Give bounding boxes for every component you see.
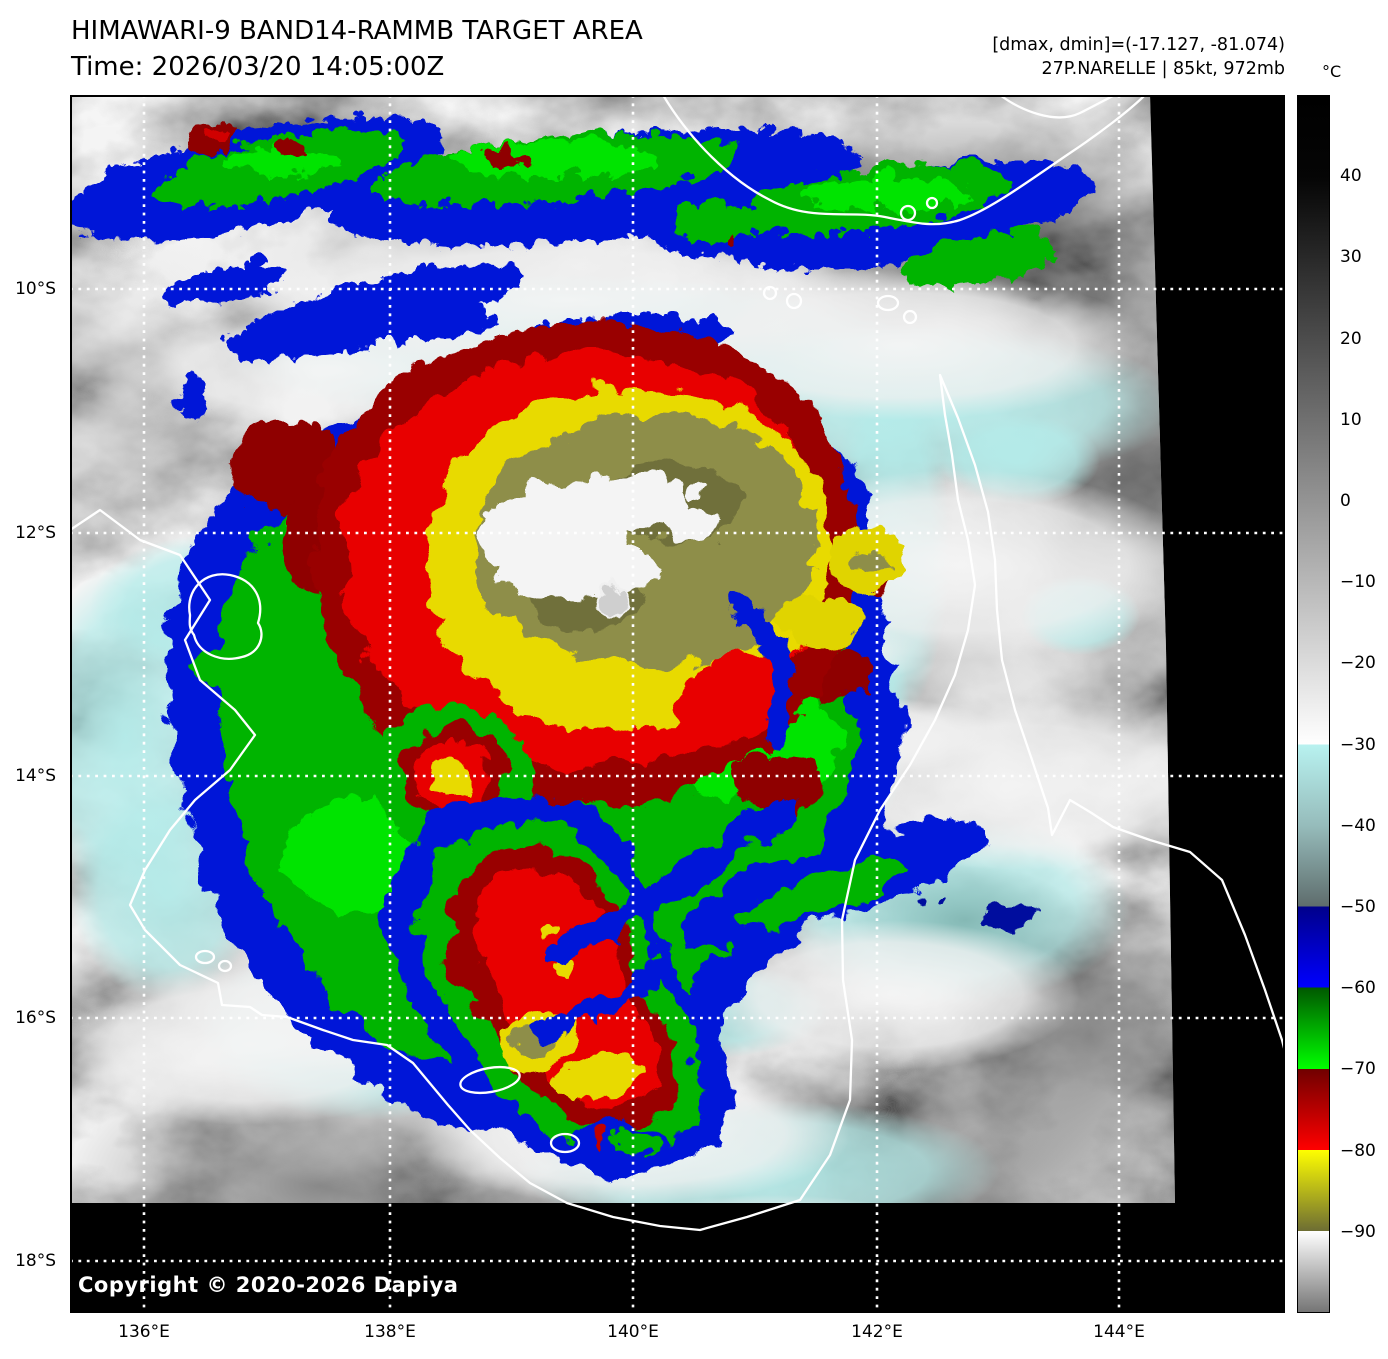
- colorbar-tick: −80: [1340, 1141, 1376, 1161]
- colorbar-tick: −40: [1340, 816, 1376, 836]
- storm-info: [dmax, dmin]=(-17.127, -81.074) 27P.NARE…: [992, 33, 1285, 81]
- longitude-label: 140°E: [607, 1322, 659, 1342]
- longitude-label: 142°E: [851, 1322, 903, 1342]
- colorbar-tick: 40: [1340, 166, 1362, 186]
- colorbar-tick: −20: [1340, 653, 1376, 673]
- colorbar-tick: 30: [1340, 247, 1362, 267]
- colorbar-tick: −70: [1340, 1059, 1376, 1079]
- colorbar-tick: −10: [1340, 572, 1376, 592]
- storm-name-intensity: 27P.NARELLE | 85kt, 972mb: [992, 57, 1285, 81]
- copyright-label: Copyright © 2020-2026 Dapiya: [78, 1273, 458, 1297]
- longitude-label: 144°E: [1093, 1322, 1145, 1342]
- colorbar-tick: 10: [1340, 410, 1362, 430]
- colorbar-tick: 0: [1340, 491, 1351, 511]
- longitude-label: 138°E: [364, 1322, 416, 1342]
- latitude-label: 10°S: [0, 279, 62, 299]
- ir-imagery: [70, 95, 1285, 1313]
- dmax-dmin-readout: [dmax, dmin]=(-17.127, -81.074): [992, 33, 1285, 57]
- colorbar-unit: °C: [1322, 62, 1341, 81]
- colorbar-tick: −50: [1340, 897, 1376, 917]
- satellite-image: [70, 95, 1285, 1313]
- latitude-label: 16°S: [0, 1008, 62, 1028]
- longitude-label: 136°E: [118, 1322, 170, 1342]
- colorbar-tick: −60: [1340, 978, 1376, 998]
- colorbar-tick: −90: [1340, 1222, 1376, 1242]
- latitude-label: 18°S: [0, 1251, 62, 1271]
- temperature-colorbar: [1297, 95, 1330, 1313]
- satellite-map: Copyright © 2020-2026 Dapiya: [70, 95, 1285, 1313]
- figure: HIMAWARI-9 BAND14-RAMMB TARGET AREA Time…: [0, 0, 1388, 1359]
- latitude-label: 12°S: [0, 523, 62, 543]
- colorbar-tick: 20: [1340, 329, 1362, 349]
- latitude-label: 14°S: [0, 766, 62, 786]
- figure-title: HIMAWARI-9 BAND14-RAMMB TARGET AREA: [71, 14, 643, 48]
- colorbar-tick: −30: [1340, 735, 1376, 755]
- figure-time: Time: 2026/03/20 14:05:00Z: [71, 50, 444, 84]
